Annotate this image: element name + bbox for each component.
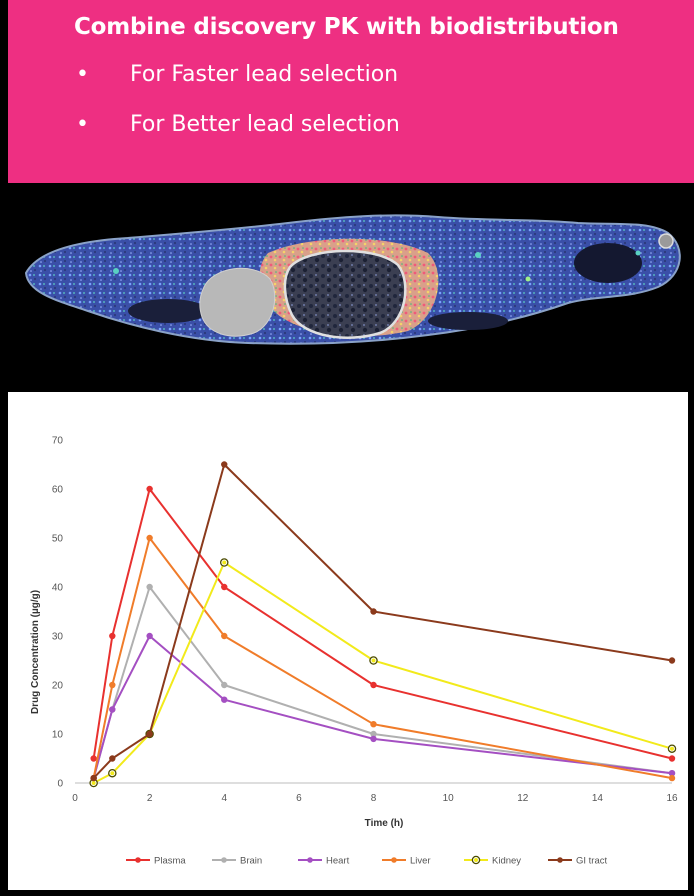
data-point-liver: [668, 774, 676, 782]
legend-marker: [221, 857, 227, 863]
x-tick-label: 14: [592, 793, 604, 804]
series-heart: [90, 632, 676, 782]
bullet-text: For Faster lead selection: [130, 62, 399, 87]
legend-marker-fill: [474, 858, 478, 862]
data-point-plasma: [221, 583, 228, 591]
x-tick-label: 12: [517, 793, 529, 804]
y-tick-label: 40: [52, 583, 64, 594]
chart-panel: 0 2 4 6 8 10 12 14 16 0 10 20 30 40 50 60 70 Time (h) Dr…: [14, 392, 686, 886]
legend-label: Kidney: [492, 856, 521, 867]
data-point-fill-kidney: [91, 781, 96, 785]
x-tick-label: 6: [296, 793, 302, 804]
banner-title: Combine discovery PK with biodistributio…: [74, 14, 619, 40]
data-point-plasma: [668, 755, 676, 762]
data-point-heart: [221, 696, 228, 703]
x-tick-label: 16: [666, 793, 678, 804]
y-tick-label: 30: [52, 632, 64, 643]
x-tick-label: 0: [72, 793, 78, 804]
data-point-fill-kidney: [110, 771, 115, 776]
legend-label: Plasma: [154, 856, 186, 867]
data-point-brain: [370, 730, 377, 738]
data-point-heart: [668, 770, 676, 777]
legend-label: Brain: [240, 856, 262, 867]
y-tick-label: 10: [52, 730, 64, 741]
data-point-plasma: [370, 681, 377, 689]
data-point-gi-tract: [109, 755, 116, 762]
header-banner: Combine discovery PK with biodistributio…: [8, 0, 694, 183]
series-line-gi-tract: [92, 463, 673, 779]
legend-marker: [391, 857, 397, 863]
data-point-gi-tract: [370, 608, 377, 615]
y-tick-label: 50: [52, 534, 64, 545]
y-axis-label: Drug Concentration (µg/g): [30, 590, 41, 714]
data-point-liver: [370, 721, 377, 728]
series-gi-tract: [90, 461, 676, 782]
data-point-heart: [370, 735, 377, 743]
data-point-gi-tract: [221, 461, 228, 468]
legend-item-plasma: Plasma: [126, 856, 186, 867]
biodistribution-image: [8, 183, 694, 392]
line-chart: 0 2 4 6 8 10 12 14 16 0 10 20 30 40 50 60 70 Time (h) Dr…: [30, 436, 678, 867]
series-kidney: [89, 558, 677, 788]
data-point-liver: [221, 632, 228, 640]
legend-item-liver: Liver: [382, 856, 431, 867]
data-point-brain: [146, 583, 153, 591]
series-liver: [90, 534, 676, 782]
x-tick-label: 10: [443, 793, 455, 804]
data-point-heart: [146, 632, 153, 640]
legend-label: Heart: [326, 856, 350, 867]
series-line-plasma: [92, 488, 673, 760]
legend-marker: [557, 857, 563, 863]
data-point-gi-tract: [90, 774, 97, 782]
legend-item-heart: Heart: [298, 856, 350, 867]
y-tick-label: 70: [52, 436, 64, 447]
y-tick-label: 20: [52, 681, 64, 692]
data-point-plasma: [90, 755, 97, 762]
series-line-liver: [92, 537, 673, 780]
bullet-icon: •: [76, 62, 89, 87]
x-tick-label: 8: [371, 793, 377, 804]
x-tick-label: 2: [147, 793, 153, 804]
data-point-fill-kidney: [222, 560, 227, 565]
series-line-heart: [92, 635, 673, 779]
legend-marker: [307, 857, 313, 863]
data-point-plasma: [146, 485, 153, 493]
data-point-fill-kidney: [670, 746, 674, 751]
series-line-kidney: [93, 561, 673, 784]
data-point-liver: [109, 681, 116, 689]
y-tick-label: 0: [57, 779, 63, 790]
x-tick-label: 4: [221, 793, 227, 804]
series-plasma: [90, 485, 676, 762]
data-point-gi-tract: [146, 730, 153, 738]
bullet-text: For Better lead selection: [130, 112, 400, 137]
data-point-fill-kidney: [371, 658, 376, 663]
whole-body-tissue-section-icon: [24, 214, 681, 345]
legend-label: GI tract: [576, 856, 608, 867]
legend-item-kidney: Kidney: [464, 856, 521, 867]
data-point-plasma: [109, 632, 116, 640]
data-point-heart: [109, 706, 116, 713]
data-point-gi-tract: [668, 657, 676, 664]
series-line-brain: [92, 586, 673, 779]
bullet-icon: •: [76, 112, 89, 137]
x-axis-label: Time (h): [365, 818, 404, 829]
data-point-liver: [146, 534, 153, 542]
y-tick-label: 60: [52, 485, 64, 496]
legend-label: Liver: [410, 856, 431, 867]
legend-marker: [135, 857, 141, 863]
legend-item-gi-tract: GI tract: [548, 856, 608, 867]
legend-item-brain: Brain: [212, 856, 262, 867]
data-point-brain: [221, 681, 228, 689]
